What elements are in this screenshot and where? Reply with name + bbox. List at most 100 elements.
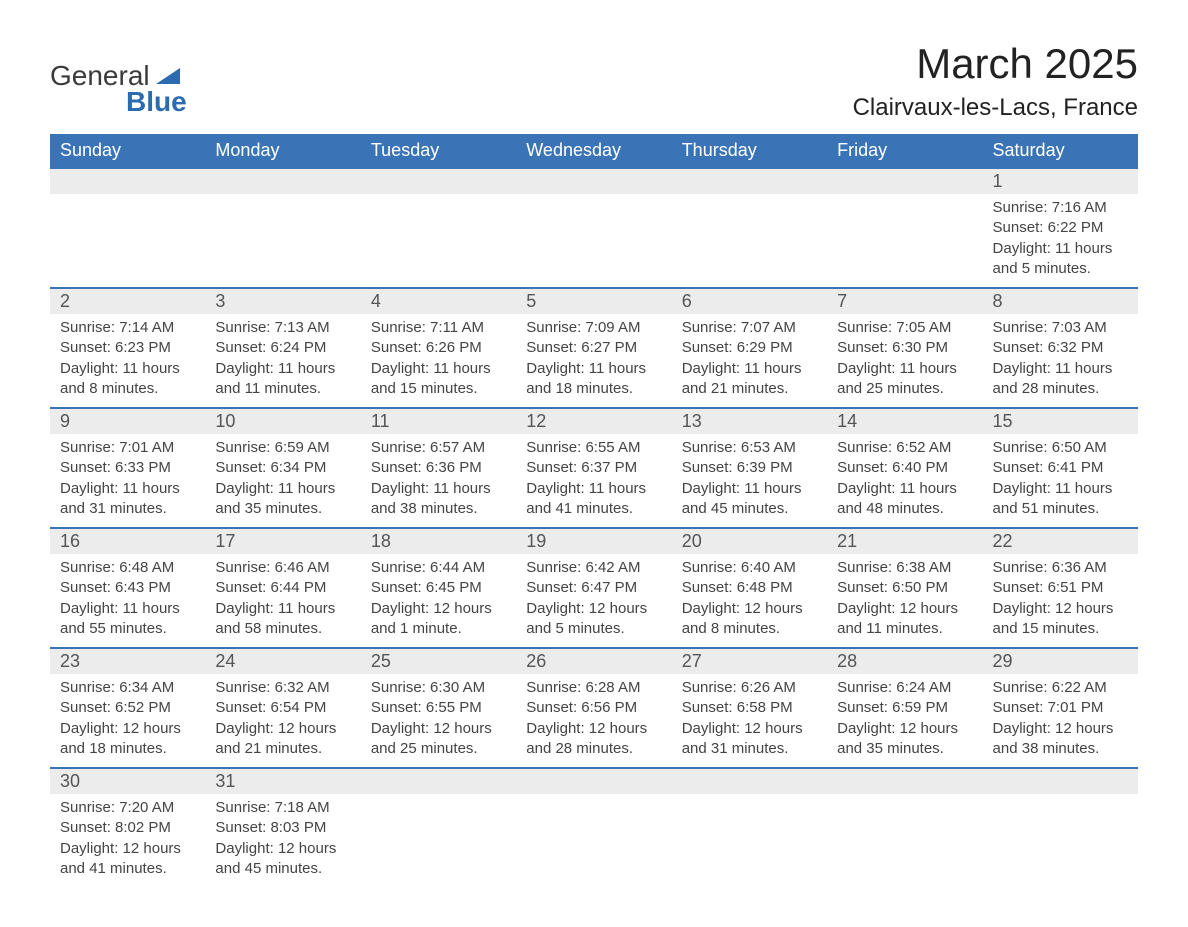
sunrise-text: Sunrise: 6:32 AM: [215, 678, 350, 698]
day-number: [516, 169, 671, 193]
day-number: 8: [983, 289, 1138, 314]
daylight-text: Daylight: 12 hours and 15 minutes.: [993, 599, 1128, 640]
sunset-text: Sunset: 6:32 PM: [993, 338, 1128, 358]
header: General Blue March 2025 Clairvaux-les-La…: [50, 40, 1138, 122]
daylight-text: Daylight: 11 hours and 18 minutes.: [526, 359, 661, 400]
sunset-text: Sunset: 6:41 PM: [993, 458, 1128, 478]
daylight-text: Daylight: 12 hours and 11 minutes.: [837, 599, 972, 640]
day-body: Sunrise: 6:46 AMSunset: 6:44 PMDaylight:…: [205, 554, 360, 647]
col-tuesday: Tuesday: [361, 134, 516, 168]
day-number: 12: [516, 409, 671, 434]
calendar-daybody-row: Sunrise: 7:20 AMSunset: 8:02 PMDaylight:…: [50, 794, 1138, 887]
sunrise-text: Sunrise: 6:34 AM: [60, 678, 195, 698]
day-number: 21: [827, 529, 982, 554]
day-body: [361, 794, 516, 876]
sunrise-text: Sunrise: 6:46 AM: [215, 558, 350, 578]
day-number: 14: [827, 409, 982, 434]
sunset-text: Sunset: 6:27 PM: [526, 338, 661, 358]
sunset-text: Sunset: 6:22 PM: [993, 218, 1128, 238]
sunrise-text: Sunrise: 6:42 AM: [526, 558, 661, 578]
day-body: Sunrise: 6:59 AMSunset: 6:34 PMDaylight:…: [205, 434, 360, 527]
daylight-text: Daylight: 11 hours and 28 minutes.: [993, 359, 1128, 400]
sunset-text: Sunset: 6:56 PM: [526, 698, 661, 718]
sunset-text: Sunset: 6:59 PM: [837, 698, 972, 718]
day-body: Sunrise: 6:34 AMSunset: 6:52 PMDaylight:…: [50, 674, 205, 767]
sunrise-text: Sunrise: 6:53 AM: [682, 438, 817, 458]
sunset-text: Sunset: 6:44 PM: [215, 578, 350, 598]
day-body: Sunrise: 7:01 AMSunset: 6:33 PMDaylight:…: [50, 434, 205, 527]
sunrise-text: Sunrise: 6:44 AM: [371, 558, 506, 578]
day-number: [205, 169, 360, 193]
daylight-text: Daylight: 11 hours and 25 minutes.: [837, 359, 972, 400]
daylight-text: Daylight: 11 hours and 21 minutes.: [682, 359, 817, 400]
sunrise-text: Sunrise: 7:18 AM: [215, 798, 350, 818]
sunset-text: Sunset: 6:54 PM: [215, 698, 350, 718]
sunset-text: Sunset: 6:48 PM: [682, 578, 817, 598]
col-saturday: Saturday: [983, 134, 1138, 168]
daylight-text: Daylight: 12 hours and 35 minutes.: [837, 719, 972, 760]
sunset-text: Sunset: 6:30 PM: [837, 338, 972, 358]
sunset-text: Sunset: 6:39 PM: [682, 458, 817, 478]
sunrise-text: Sunrise: 7:09 AM: [526, 318, 661, 338]
day-number: 23: [50, 649, 205, 674]
sunrise-text: Sunrise: 6:57 AM: [371, 438, 506, 458]
day-number: 19: [516, 529, 671, 554]
sunset-text: Sunset: 6:33 PM: [60, 458, 195, 478]
day-body: Sunrise: 6:52 AMSunset: 6:40 PMDaylight:…: [827, 434, 982, 527]
col-friday: Friday: [827, 134, 982, 168]
day-number: [672, 769, 827, 793]
day-body: [983, 794, 1138, 876]
sunrise-text: Sunrise: 6:48 AM: [60, 558, 195, 578]
daylight-text: Daylight: 11 hours and 45 minutes.: [682, 479, 817, 520]
page-subtitle: Clairvaux-les-Lacs, France: [853, 94, 1138, 122]
day-body: Sunrise: 6:53 AMSunset: 6:39 PMDaylight:…: [672, 434, 827, 527]
daylight-text: Daylight: 12 hours and 31 minutes.: [682, 719, 817, 760]
day-body: [827, 194, 982, 276]
day-body: Sunrise: 6:28 AMSunset: 6:56 PMDaylight:…: [516, 674, 671, 767]
day-number: 13: [672, 409, 827, 434]
daylight-text: Daylight: 11 hours and 8 minutes.: [60, 359, 195, 400]
calendar-daybody-row: Sunrise: 6:48 AMSunset: 6:43 PMDaylight:…: [50, 554, 1138, 648]
day-number: 6: [672, 289, 827, 314]
sunrise-text: Sunrise: 6:36 AM: [993, 558, 1128, 578]
day-number: 28: [827, 649, 982, 674]
day-number: 20: [672, 529, 827, 554]
col-sunday: Sunday: [50, 134, 205, 168]
day-number: 26: [516, 649, 671, 674]
sunset-text: Sunset: 6:23 PM: [60, 338, 195, 358]
day-number: [516, 769, 671, 793]
daylight-text: Daylight: 11 hours and 55 minutes.: [60, 599, 195, 640]
day-number: [827, 769, 982, 793]
day-body: Sunrise: 7:11 AMSunset: 6:26 PMDaylight:…: [361, 314, 516, 407]
sunset-text: Sunset: 6:24 PM: [215, 338, 350, 358]
daylight-text: Daylight: 12 hours and 41 minutes.: [60, 839, 195, 880]
sunrise-text: Sunrise: 7:11 AM: [371, 318, 506, 338]
day-number: [827, 169, 982, 193]
day-number: 11: [361, 409, 516, 434]
col-thursday: Thursday: [672, 134, 827, 168]
day-body: [827, 794, 982, 876]
daylight-text: Daylight: 12 hours and 38 minutes.: [993, 719, 1128, 760]
sunrise-text: Sunrise: 7:01 AM: [60, 438, 195, 458]
daylight-text: Daylight: 12 hours and 21 minutes.: [215, 719, 350, 760]
sunrise-text: Sunrise: 6:55 AM: [526, 438, 661, 458]
daylight-text: Daylight: 11 hours and 11 minutes.: [215, 359, 350, 400]
daylight-text: Daylight: 12 hours and 1 minute.: [371, 599, 506, 640]
sunrise-text: Sunrise: 6:38 AM: [837, 558, 972, 578]
day-body: Sunrise: 7:14 AMSunset: 6:23 PMDaylight:…: [50, 314, 205, 407]
daylight-text: Daylight: 11 hours and 51 minutes.: [993, 479, 1128, 520]
sunset-text: Sunset: 6:43 PM: [60, 578, 195, 598]
day-body: Sunrise: 7:16 AMSunset: 6:22 PMDaylight:…: [983, 194, 1138, 287]
daylight-text: Daylight: 11 hours and 15 minutes.: [371, 359, 506, 400]
day-number: 31: [205, 769, 360, 794]
sunset-text: Sunset: 6:51 PM: [993, 578, 1128, 598]
day-body: Sunrise: 6:50 AMSunset: 6:41 PMDaylight:…: [983, 434, 1138, 527]
daylight-text: Daylight: 11 hours and 31 minutes.: [60, 479, 195, 520]
day-body: Sunrise: 7:05 AMSunset: 6:30 PMDaylight:…: [827, 314, 982, 407]
day-number: 7: [827, 289, 982, 314]
sunset-text: Sunset: 6:29 PM: [682, 338, 817, 358]
day-body: Sunrise: 6:32 AMSunset: 6:54 PMDaylight:…: [205, 674, 360, 767]
sunset-text: Sunset: 8:03 PM: [215, 818, 350, 838]
calendar-daynum-row: 16171819202122: [50, 528, 1138, 554]
day-body: [205, 194, 360, 276]
